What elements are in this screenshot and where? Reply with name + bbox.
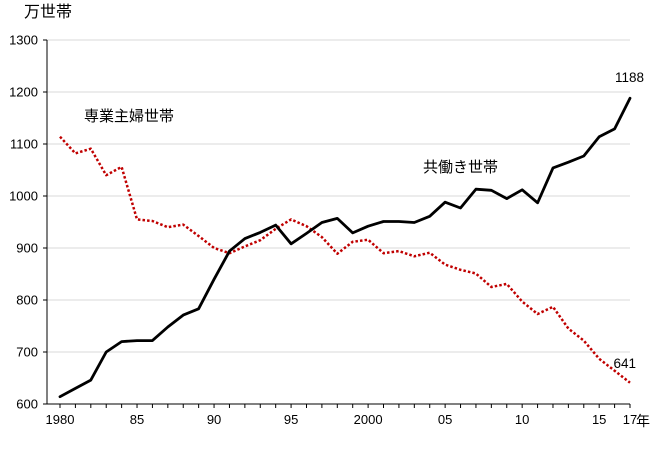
x-axis-tick-label: 05 xyxy=(437,412,453,427)
end-value-label-tomobataraki: 1188 xyxy=(614,70,644,85)
x-axis-tick-label: 15 xyxy=(591,412,607,427)
y-axis-tick-label: 700 xyxy=(16,344,38,360)
x-axis-tick-label: 17 xyxy=(622,412,638,427)
x-axis-tick-label: 2000 xyxy=(353,412,383,427)
series-label-sengyo-shufu: 専業主婦世帯 xyxy=(84,108,175,125)
y-axis-tick-label: 900 xyxy=(16,240,38,256)
y-axis-tick-label: 1000 xyxy=(9,188,38,204)
y-axis-tick-label: 1100 xyxy=(10,136,38,152)
series-label-tomobataraki: 共働き世帯 xyxy=(423,159,499,176)
y-axis-tick-label: 1300 xyxy=(9,32,38,48)
x-axis-tick-label: 95 xyxy=(283,412,299,427)
series-line-tomobataraki xyxy=(58,96,632,399)
x-axis-tick-label: 90 xyxy=(206,412,222,427)
y-axis-tick-label: 1200 xyxy=(9,84,38,100)
x-axis-tick-label: 10 xyxy=(514,412,530,427)
end-value-label-sengyo-shufu: 641 xyxy=(613,356,636,371)
x-axis-tick-label: 85 xyxy=(129,412,145,427)
series-line-sengyo-shufu xyxy=(59,135,631,384)
x-axis-unit-label: 年 xyxy=(636,413,650,429)
y-axis-tick-label: 800 xyxy=(16,292,38,308)
y-axis-title: 万世帯 xyxy=(24,4,73,21)
x-axis-tick-label: 1980 xyxy=(45,412,75,427)
y-axis-tick-label: 600 xyxy=(16,396,38,412)
